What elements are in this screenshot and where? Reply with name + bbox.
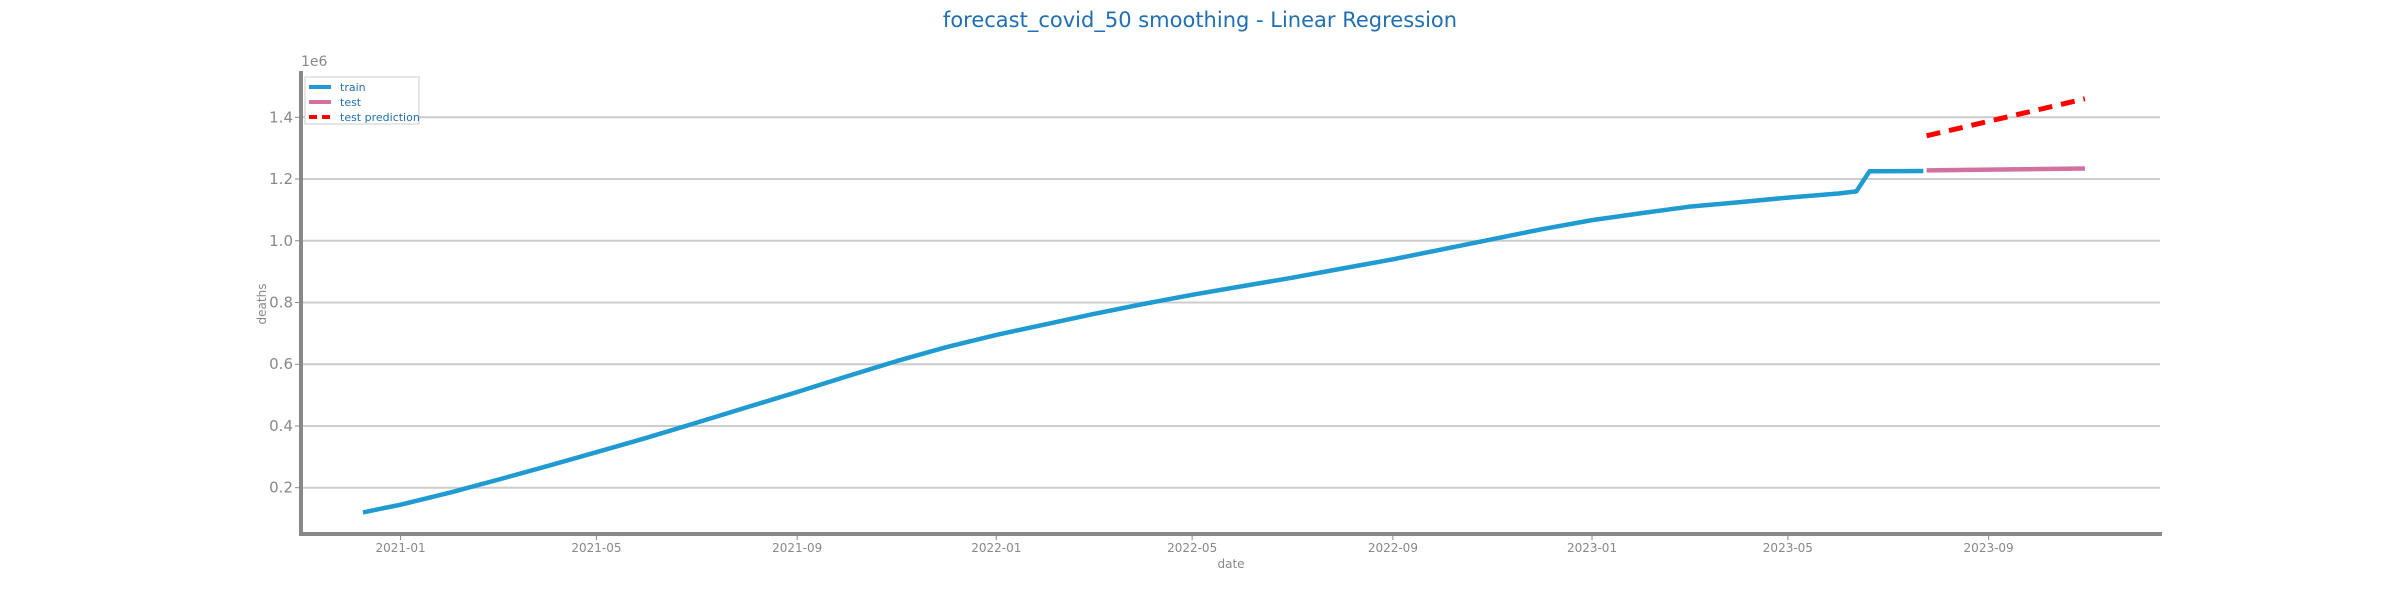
y-tick-label: 0.4	[269, 417, 293, 435]
x-tick-label: 2023-05	[1763, 541, 1813, 555]
legend-label-test: test	[340, 96, 362, 109]
y-tick-label: 0.2	[269, 479, 293, 497]
x-tick-label: 2021-09	[772, 541, 822, 555]
x-tick-label: 2022-09	[1368, 541, 1418, 555]
series-line-test	[1926, 166, 2085, 173]
y-tick-label: 1.4	[269, 108, 293, 126]
x-axis-ticks: 2021-01 2021-05 2021-09 2022-01 2022-05 2022-…	[375, 534, 2014, 555]
y-tick-label: 1.0	[269, 232, 293, 250]
y-tick-label: 1.2	[269, 170, 293, 188]
series-layer	[362, 96, 2086, 515]
x-tick-label: 2023-09	[1964, 541, 2014, 555]
y-axis-ticks: 0.2 0.4 0.6 0.8 1.0 1.2 1.4	[269, 108, 301, 497]
grid-lines	[301, 116, 2160, 489]
series-line-test-prediction	[1926, 96, 2086, 139]
x-tick-label: 2022-05	[1167, 541, 1217, 555]
legend: train test test prediction	[304, 76, 420, 125]
x-tick-label: 2022-01	[971, 541, 1021, 555]
legend-label-train: train	[340, 81, 366, 94]
x-tick-label: 2021-05	[571, 541, 621, 555]
y-tick-label: 0.8	[269, 294, 293, 312]
x-tick-label: 2023-01	[1567, 541, 1617, 555]
chart-title: forecast_covid_50 smoothing - Linear Reg…	[943, 8, 1457, 33]
legend-label-test-prediction: test prediction	[340, 111, 420, 124]
y-offset-label: 1e6	[301, 54, 328, 70]
y-axis-label: deaths	[255, 284, 269, 325]
x-tick-label: 2021-01	[375, 541, 425, 555]
y-tick-label: 0.6	[269, 355, 293, 373]
series-line-train	[362, 168, 1924, 515]
x-axis-label: date	[1217, 557, 1244, 571]
